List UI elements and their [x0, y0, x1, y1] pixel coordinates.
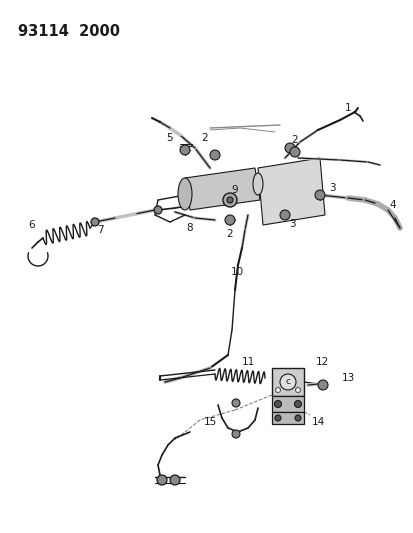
Bar: [271, 368, 303, 396]
Text: 8: 8: [186, 223, 193, 233]
Circle shape: [295, 387, 300, 392]
Circle shape: [209, 150, 219, 160]
Text: 1: 1: [344, 103, 351, 113]
Circle shape: [91, 218, 99, 226]
Circle shape: [279, 210, 289, 220]
Bar: [271, 396, 303, 412]
Circle shape: [226, 197, 233, 203]
Text: 3: 3: [288, 219, 294, 229]
Text: 10: 10: [230, 267, 243, 277]
Text: 14: 14: [311, 417, 324, 427]
Polygon shape: [257, 158, 324, 225]
Text: 6: 6: [28, 220, 35, 230]
Text: 2: 2: [226, 229, 233, 239]
Circle shape: [284, 143, 294, 153]
Circle shape: [223, 193, 236, 207]
Circle shape: [294, 415, 300, 421]
Ellipse shape: [252, 173, 262, 195]
Text: 15: 15: [203, 417, 216, 427]
Circle shape: [154, 206, 161, 214]
Circle shape: [157, 475, 166, 485]
Circle shape: [314, 190, 324, 200]
Text: 2: 2: [201, 133, 208, 143]
Circle shape: [275, 387, 280, 392]
Text: 9: 9: [231, 185, 238, 195]
Text: 7: 7: [97, 225, 103, 235]
Text: c: c: [285, 377, 290, 386]
Ellipse shape: [178, 178, 192, 210]
Circle shape: [274, 415, 280, 421]
Bar: [271, 412, 303, 424]
Circle shape: [231, 399, 240, 407]
Circle shape: [274, 400, 281, 408]
Text: 11: 11: [241, 357, 254, 367]
Circle shape: [170, 475, 180, 485]
Text: 2: 2: [291, 135, 298, 145]
Circle shape: [289, 147, 299, 157]
Text: 5: 5: [166, 133, 173, 143]
Circle shape: [231, 430, 240, 438]
Circle shape: [317, 380, 327, 390]
Polygon shape: [185, 168, 259, 210]
Circle shape: [224, 215, 235, 225]
Circle shape: [294, 400, 301, 408]
Text: 13: 13: [341, 373, 354, 383]
Circle shape: [180, 145, 190, 155]
Text: 12: 12: [315, 357, 328, 367]
Circle shape: [279, 374, 295, 390]
Text: 4: 4: [389, 200, 395, 210]
Text: 93114  2000: 93114 2000: [18, 24, 120, 39]
Text: 3: 3: [328, 183, 335, 193]
